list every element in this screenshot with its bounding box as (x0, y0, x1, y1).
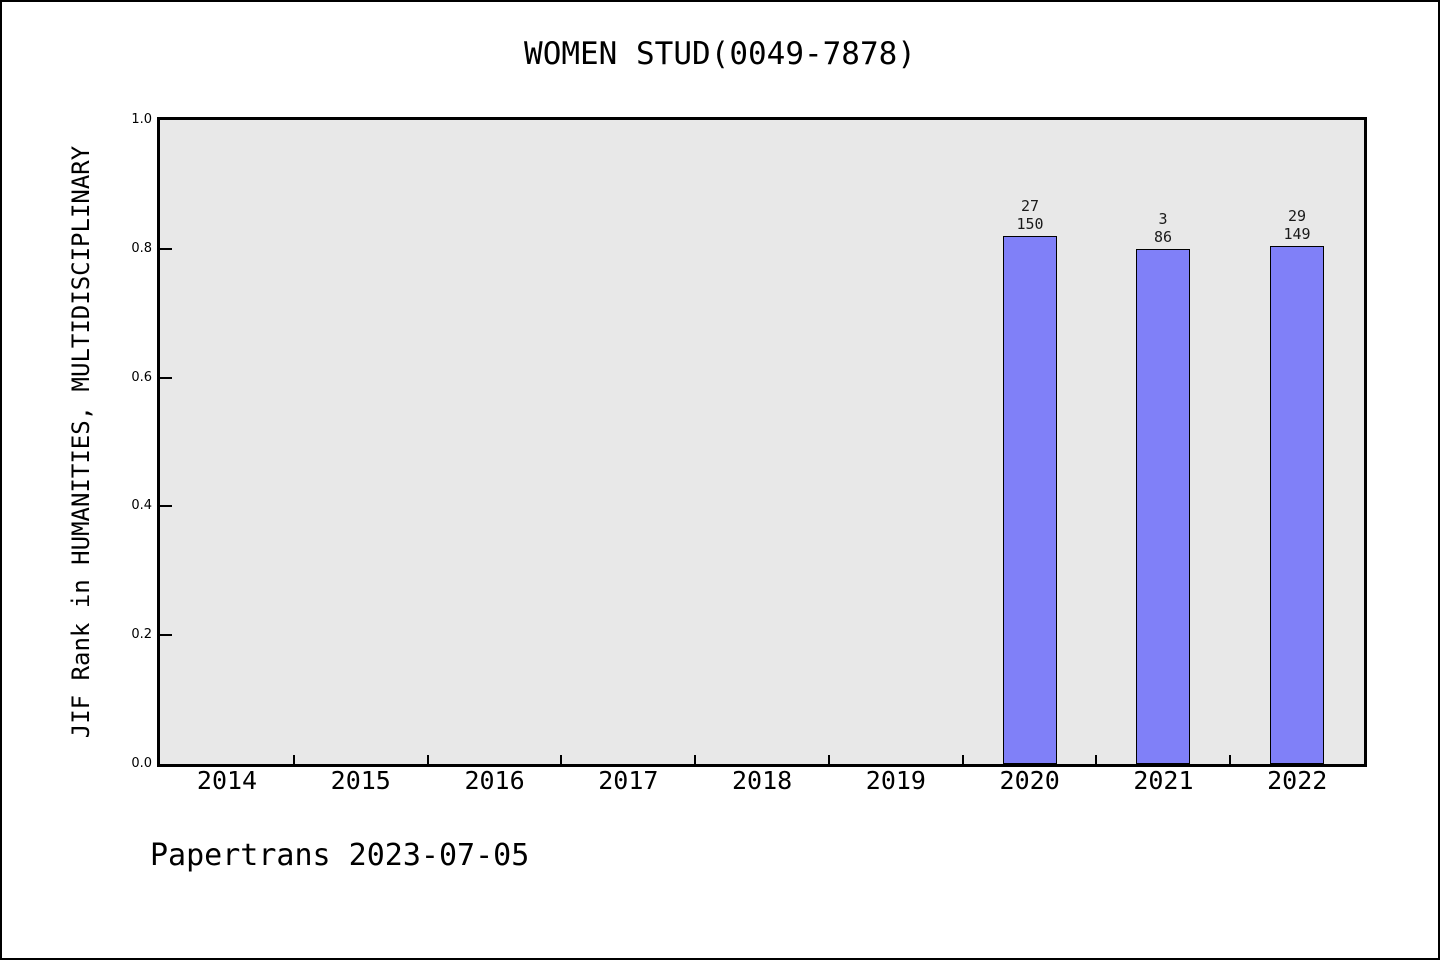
x-tick-mark (827, 755, 830, 764)
x-tick-label: 2022 (1267, 766, 1328, 795)
x-tick-label: 2016 (464, 766, 525, 795)
bar-2021 (1136, 249, 1190, 764)
bar-label-2021: 3 86 (1153, 210, 1173, 246)
watermark-text: Papertrans 2023-07-05 (150, 838, 530, 873)
y-tick-label: 1.0 (131, 112, 152, 127)
bar-2020 (1003, 236, 1057, 764)
y-tick-mark (160, 376, 172, 379)
plot-area: 27 150 3 86 29 149 (157, 117, 1367, 767)
y-tick-mark (160, 505, 172, 508)
bar-label-2022: 29 149 (1283, 207, 1311, 243)
y-tick-label: 0.4 (131, 498, 152, 514)
y-tick-mark (160, 634, 172, 637)
bar-label-2020: 27 150 (1016, 197, 1044, 233)
x-tick-mark (961, 755, 964, 764)
x-tick-label: 2015 (330, 766, 391, 795)
y-tick-label: 0.2 (131, 627, 152, 643)
y-tick-label: 0.0 (131, 756, 152, 771)
x-tick-label: 2021 (1133, 766, 1194, 795)
x-tick-label: 2020 (999, 766, 1060, 795)
y-tick-label: 0.6 (131, 369, 152, 385)
y-axis-label: JIF Rank in HUMANITIES, MULTIDISCIPLINAR… (67, 145, 95, 739)
x-tick-label: 2019 (865, 766, 926, 795)
chart-title: WOMEN STUD(0049-7878) (524, 36, 916, 72)
x-tick-mark (560, 755, 563, 764)
x-tick-mark (426, 755, 429, 764)
x-tick-mark (292, 755, 295, 764)
y-tick-label: 0.8 (131, 240, 152, 256)
x-tick-mark (1095, 755, 1098, 764)
x-tick-mark (1229, 755, 1232, 764)
bar-2022 (1270, 246, 1324, 764)
x-tick-label: 2018 (732, 766, 793, 795)
y-tick-mark (160, 247, 172, 250)
x-tick-label: 2017 (598, 766, 659, 795)
x-tick-label: 2014 (196, 766, 258, 795)
x-tick-mark (694, 755, 697, 764)
